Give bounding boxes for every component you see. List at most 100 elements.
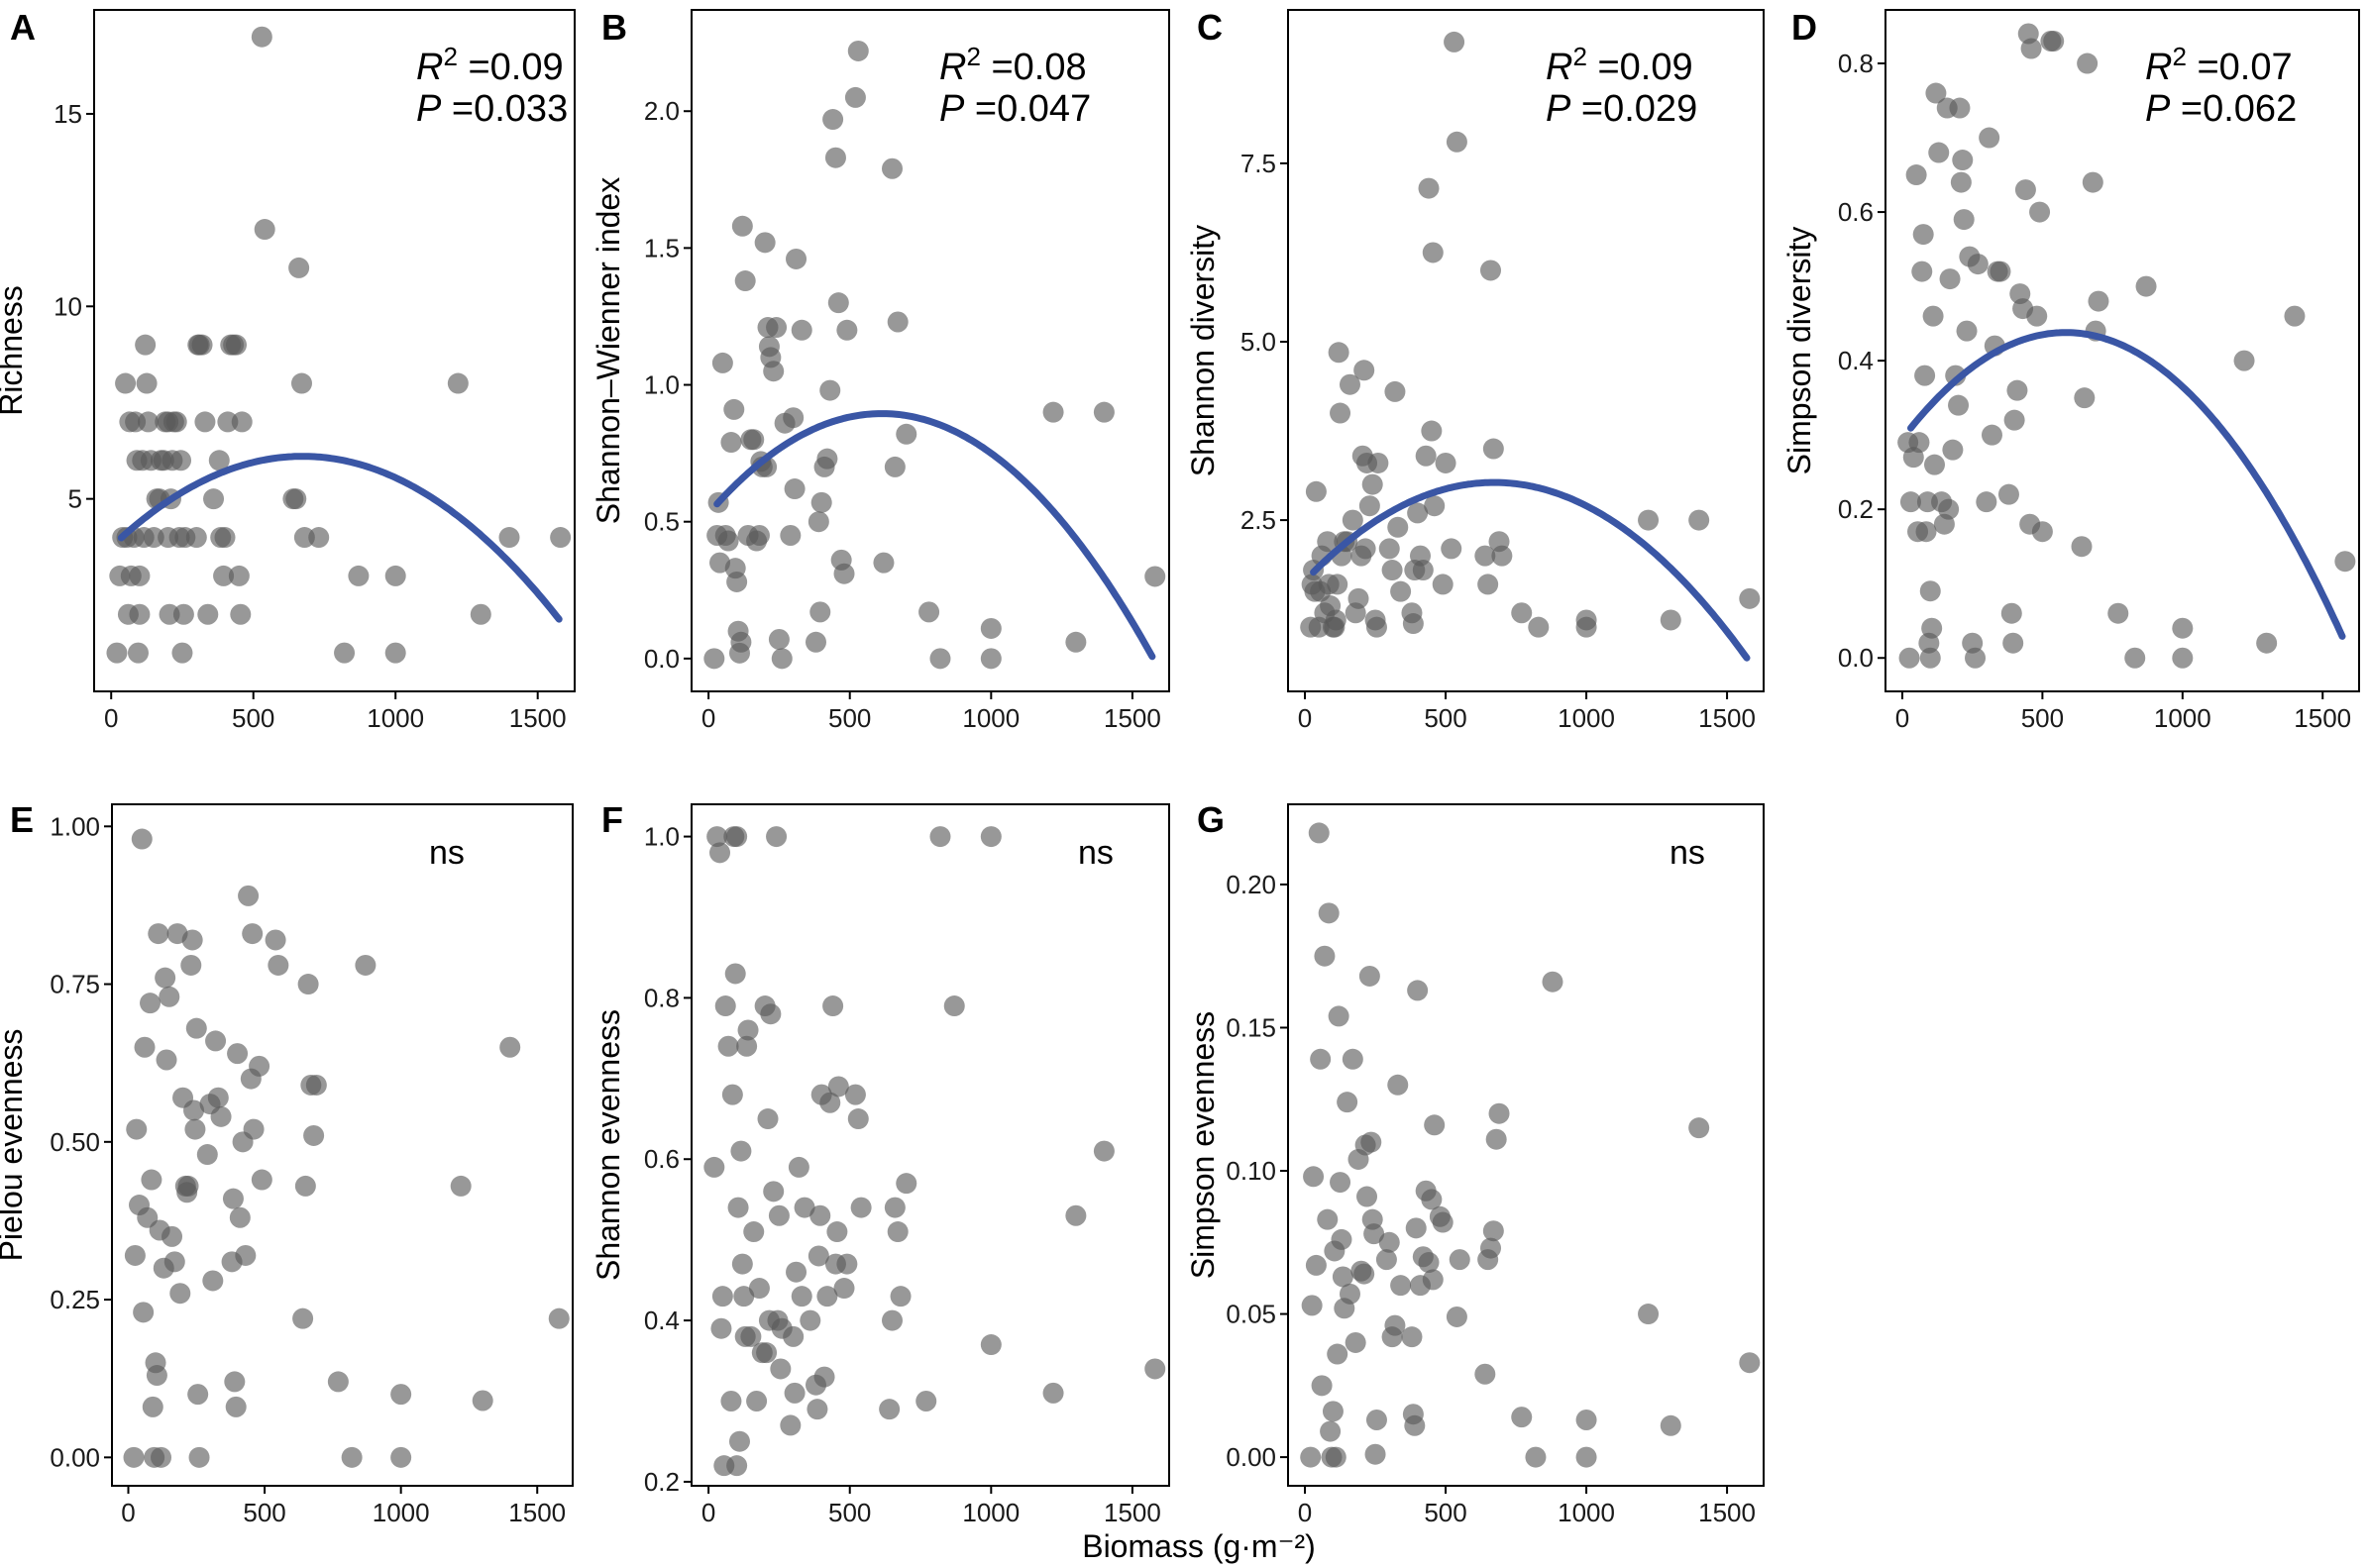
- data-point: [807, 1399, 828, 1420]
- data-point: [126, 1118, 148, 1140]
- data-point: [1339, 1283, 1360, 1305]
- data-point: [717, 1035, 739, 1057]
- data-point: [129, 565, 151, 586]
- data-point: [1303, 1166, 1325, 1188]
- data-point: [731, 1253, 753, 1275]
- data-point: [721, 1084, 743, 1105]
- data-point: [1356, 1186, 1378, 1207]
- data-point: [136, 372, 158, 394]
- data-point: [918, 601, 940, 623]
- data-point: [1384, 1314, 1406, 1336]
- data-point: [1367, 452, 1389, 473]
- data-point: [1688, 1117, 1710, 1139]
- data-point: [170, 450, 192, 471]
- data-point: [1418, 177, 1440, 199]
- data-point: [2020, 38, 2042, 59]
- data-point: [836, 319, 858, 341]
- data-point: [205, 1030, 227, 1052]
- data-point: [824, 147, 846, 168]
- y-tick-label: 0.8: [1838, 49, 1874, 78]
- data-point: [1444, 31, 1465, 52]
- data-point: [334, 642, 356, 664]
- data-point: [249, 1055, 270, 1077]
- data-point: [783, 1325, 805, 1347]
- y-tick-label: 0.8: [644, 983, 680, 1012]
- data-point: [1300, 1446, 1322, 1468]
- data-point: [141, 1169, 162, 1191]
- data-point: [1435, 452, 1456, 473]
- data-point: [733, 1286, 755, 1307]
- data-point: [786, 1261, 808, 1283]
- data-point: [355, 954, 377, 976]
- data-point: [1347, 587, 1369, 609]
- data-point: [760, 1003, 782, 1025]
- data-point: [768, 1204, 790, 1226]
- data-point: [1528, 616, 1550, 638]
- data-point: [499, 1036, 521, 1058]
- data-point: [1311, 1375, 1333, 1397]
- data-point: [2006, 379, 2028, 401]
- data-point: [207, 1087, 229, 1108]
- data-point: [1914, 365, 1936, 386]
- data-point: [850, 1197, 872, 1218]
- data-point: [1488, 1102, 1510, 1124]
- data-point: [177, 1175, 199, 1197]
- data-point: [293, 527, 315, 549]
- data-point: [827, 1076, 849, 1098]
- data-point: [2026, 305, 2048, 327]
- data-point: [1660, 609, 1681, 631]
- data-point: [148, 923, 169, 945]
- data-point: [1093, 1140, 1115, 1162]
- data-point: [1474, 545, 1496, 567]
- data-point: [743, 429, 765, 451]
- y-tick-label: 0.20: [1226, 870, 1276, 899]
- data-point: [2107, 602, 2129, 624]
- data-point: [550, 527, 572, 549]
- data-point: [217, 411, 239, 433]
- data-point: [808, 1245, 829, 1267]
- data-point: [159, 986, 180, 1007]
- y-tick-label: 0.50: [50, 1127, 100, 1157]
- r-squared-label: R2 =0.07: [2145, 42, 2293, 88]
- y-tick-label: 10: [54, 291, 82, 321]
- data-point: [143, 527, 164, 549]
- data-point: [188, 1446, 210, 1468]
- data-point: [1375, 1249, 1397, 1271]
- r-squared-label: R2 =0.08: [939, 42, 1087, 88]
- data-point: [1381, 560, 1403, 581]
- data-point: [740, 1325, 762, 1347]
- data-point: [726, 1455, 748, 1477]
- data-point: [2088, 290, 2109, 312]
- panel-letter: C: [1197, 7, 1223, 48]
- data-point: [1424, 495, 1446, 517]
- data-point: [1956, 320, 1978, 342]
- data-point: [1899, 491, 1921, 513]
- data-point: [229, 1206, 251, 1228]
- data-point: [884, 1197, 906, 1218]
- data-point: [156, 1049, 177, 1071]
- data-point: [771, 648, 793, 670]
- data-point: [1575, 1410, 1597, 1431]
- data-point: [1339, 373, 1360, 395]
- data-point: [169, 1283, 191, 1305]
- fit-curve: [1310, 478, 1751, 662]
- data-point: [1305, 480, 1327, 502]
- data-point: [265, 929, 286, 951]
- data-point: [2256, 632, 2278, 654]
- data-point: [737, 1019, 759, 1041]
- data-point: [1325, 609, 1346, 631]
- data-point: [2002, 632, 2024, 654]
- data-point: [1042, 1382, 1064, 1404]
- data-point: [251, 1169, 272, 1191]
- data-point: [138, 411, 160, 433]
- data-point: [748, 525, 770, 547]
- data-point: [1525, 1446, 1547, 1468]
- x-tick-label: 1500: [509, 703, 567, 733]
- data-point: [703, 648, 725, 670]
- data-point: [887, 311, 909, 333]
- data-point: [210, 1105, 232, 1127]
- data-point: [187, 1384, 209, 1406]
- data-point: [788, 1156, 809, 1178]
- data-point: [1925, 82, 1947, 104]
- data-point: [1477, 574, 1499, 595]
